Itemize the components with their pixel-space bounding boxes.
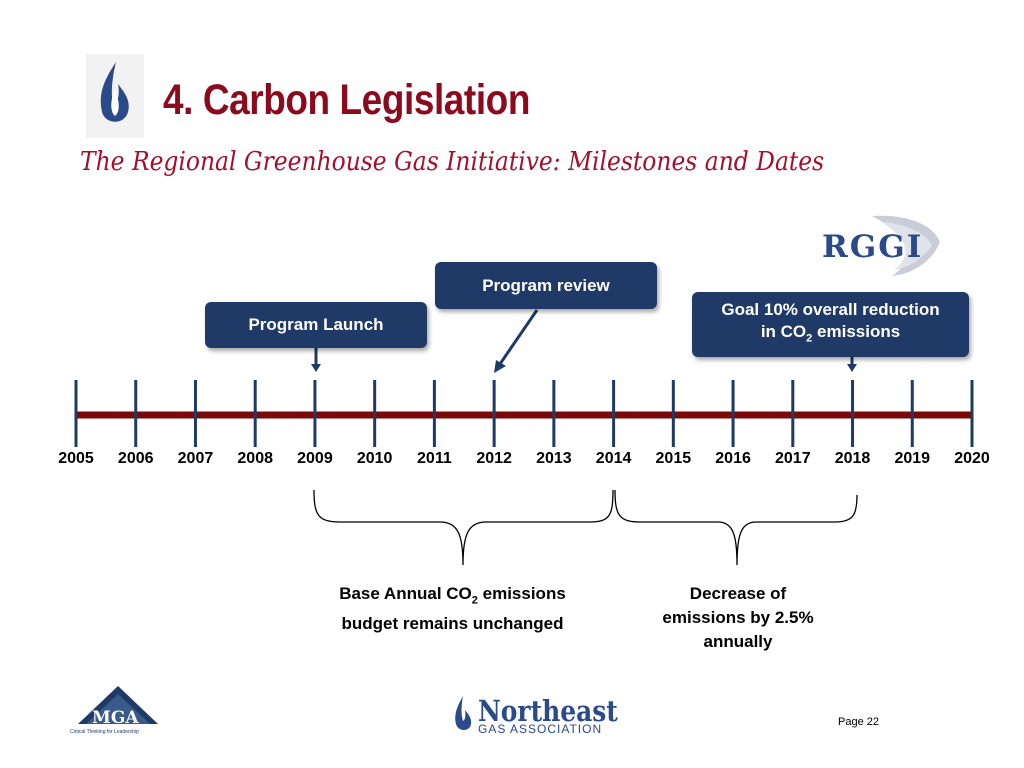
review-arrowhead [494, 360, 506, 373]
nga-logo-subtitle: GAS ASSOCIATION [478, 722, 603, 736]
page-number: Page 22 [838, 716, 879, 728]
nga-logo-name: Northeast [478, 694, 618, 728]
nga-flame-icon [455, 696, 472, 730]
mga-logo-subtitle: Critical Thinking for Leadership [70, 729, 139, 735]
mga-logo-text: MGA [92, 708, 139, 728]
slide-subtitle: The Regional Greenhouse Gas Initiative: … [80, 147, 825, 177]
year-label-2009: 2009 [297, 450, 333, 467]
year-label-2017: 2017 [775, 450, 811, 467]
goal-label-line1: Goal 10% overall reduction [721, 300, 940, 320]
goal-box: Goal 10% overall reduction in CO2 emissi… [692, 292, 969, 357]
year-label-2019: 2019 [894, 450, 931, 467]
goal-arrowhead [847, 364, 857, 372]
slide-title: 4. Carbon Legislation [163, 76, 530, 124]
goal-label-line2: in CO2 emissions [760, 322, 901, 345]
program-launch-box: Program Launch [205, 302, 427, 348]
year-label-2014: 2014 [595, 450, 632, 467]
year-label-2005: 2005 [58, 450, 94, 467]
launch-arrowhead [311, 364, 321, 372]
year-label-2015: 2015 [655, 450, 692, 467]
year-label-2010: 2010 [356, 450, 393, 467]
flame-logo-icon [86, 54, 144, 138]
program-launch-label: Program Launch [248, 315, 384, 334]
rggi-logo-text: RGGI [822, 229, 924, 265]
brace-2014-2018 [614, 489, 858, 566]
brace-2009-2014 [313, 489, 614, 566]
year-label-2013: 2013 [536, 450, 572, 467]
year-label-2016: 2016 [715, 450, 751, 467]
review-arrow [498, 309, 539, 365]
program-review-box: Program review [435, 262, 657, 309]
year-label-2007: 2007 [177, 450, 214, 467]
mga-logo-icon [78, 686, 158, 724]
year-label-2012: 2012 [476, 450, 512, 467]
base-emissions-note: Base Annual CO2 emissions budget remains… [339, 584, 566, 634]
year-label-2018: 2018 [834, 450, 871, 467]
decrease-note: Decrease of emissions by 2.5% annually [662, 584, 814, 651]
program-review-label: Program review [482, 275, 610, 295]
year-label-2006: 2006 [117, 450, 154, 467]
year-label-2020: 2020 [954, 450, 990, 467]
year-label-2008: 2008 [237, 450, 273, 467]
rggi-logo-backdrop [872, 215, 940, 276]
timeline-ticks [74, 380, 974, 447]
year-label-2011: 2011 [417, 450, 452, 467]
